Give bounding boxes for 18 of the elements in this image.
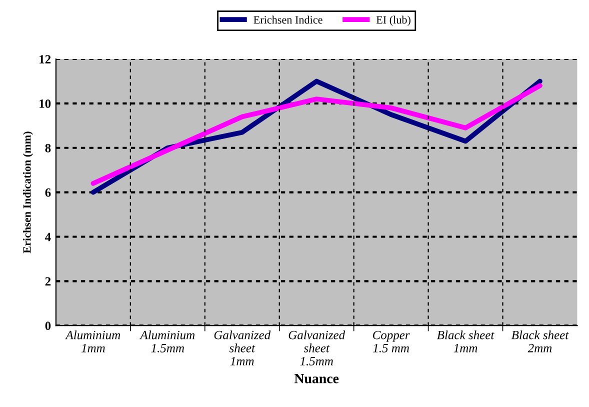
y-tick-label: 10	[40, 99, 51, 108]
y-tick-label: 8	[45, 144, 51, 152]
y-tick-label: 0	[45, 322, 51, 330]
y-tick-label: 6	[45, 188, 51, 197]
y-tick-label: 2	[45, 277, 51, 286]
x-tick-label: Aluminium 1mm	[65, 330, 120, 352]
x-tick-label: Aluminium 1.5mm	[140, 330, 195, 352]
legend-label: Erichsen Indice	[254, 16, 322, 24]
y-tick-label: 4	[45, 232, 51, 242]
x-tick-label: Black sheet 1mm	[437, 330, 494, 352]
y-tick-label: 12	[40, 55, 51, 64]
y-axis-title: Erichsen Indication (mm)	[22, 132, 34, 254]
x-axis-title: Nuance	[294, 374, 339, 384]
x-tick-label: Galvanized sheet 1mm	[214, 330, 271, 366]
legend-label: EI (lub)	[376, 16, 410, 26]
x-tick-label: Black sheet 2mm	[511, 330, 569, 352]
x-tick-label: Galvanized sheet 1.5mm	[288, 330, 346, 366]
x-tick-label: Copper 1.5 mm	[373, 330, 410, 352]
